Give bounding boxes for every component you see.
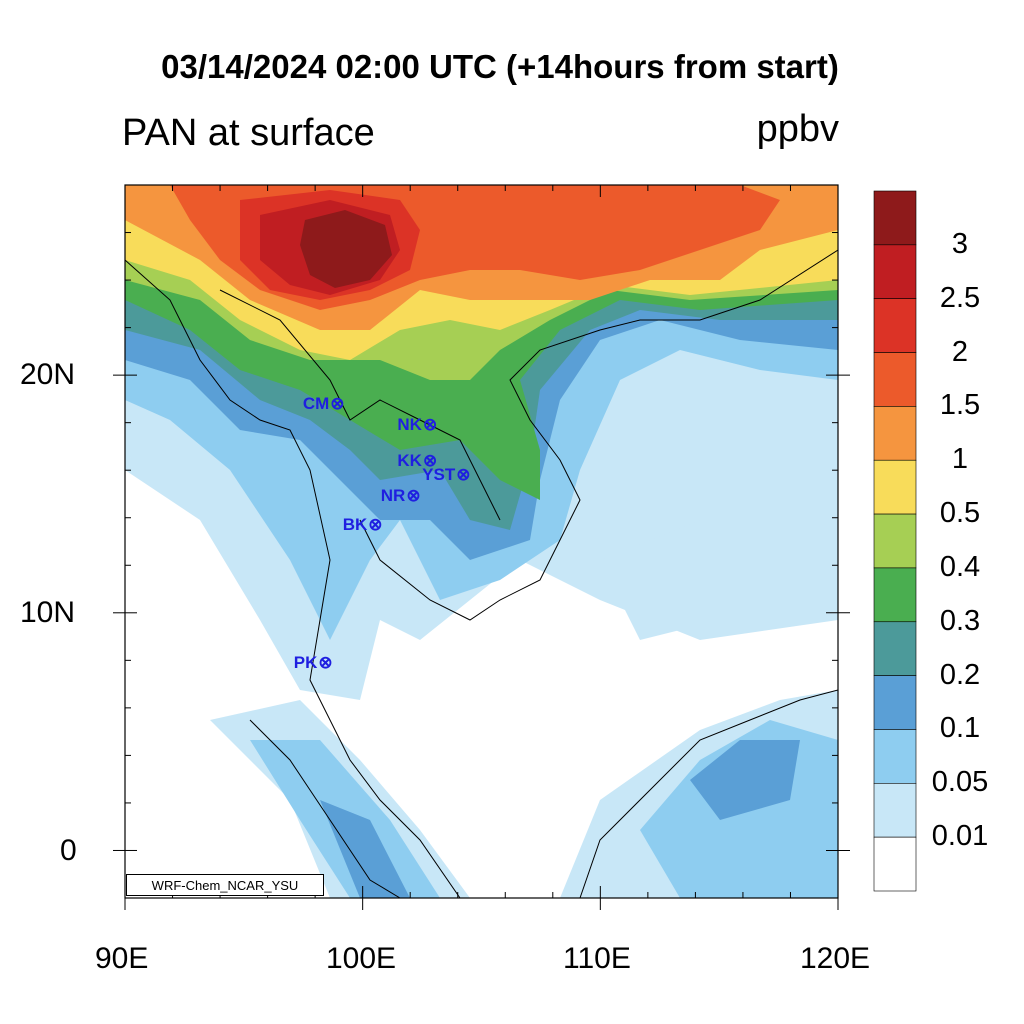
y-tick-label: 10N [20,596,76,629]
colorbar-label: 0.05 [931,766,989,799]
concentration-field [125,185,838,898]
colorbar-label: 1 [951,443,969,476]
colorbar-label: 0.2 [939,658,981,691]
colorbar-swatch [873,190,917,246]
colorbar-label: 2 [951,335,969,368]
colorbar-swatch [873,513,917,569]
station-label: NK [397,415,422,435]
units-label: ppbv [756,108,839,150]
colorbar-label: 0.5 [939,497,981,530]
station-label: BK [342,514,368,534]
station-marker-icon: ⊗ [406,486,421,506]
colorbar-label: 0.4 [939,550,981,583]
station-label: NR [380,486,406,506]
variable-label: PAN at surface [122,112,375,154]
colorbar-swatch [873,352,917,407]
station-label: PK [293,652,318,672]
x-tick-label: 100E [326,942,397,975]
colorbar-label: 0.1 [939,712,981,745]
model-credit: WRF-Chem_NCAR_YSU [126,874,324,896]
colorbar-swatch [873,729,917,784]
colorbar-label: 1.5 [939,389,981,422]
colorbar-swatch [873,459,917,515]
station-cm: CM⊗ [303,394,345,414]
station-yst: YST⊗ [422,465,470,485]
station-marker-icon: ⊗ [422,450,438,470]
coastlines [125,249,838,898]
colorbar-swatch [873,621,917,676]
figure-title: 03/14/2024 02:00 UTC (+14hours from star… [161,48,839,85]
y-tick-label: 0 [60,834,77,867]
colorbar-swatch [873,406,917,461]
colorbar-swatch [873,675,917,730]
colorbar [873,190,917,892]
station-kk: KK⊗ [397,451,437,471]
colorbar-label: 3 [951,227,969,260]
colorbar-swatch [873,783,917,838]
station-label: KK [397,450,422,470]
station-label: CM [302,393,330,413]
colorbar-label: 2.5 [939,281,981,314]
colorbar-label: 0.3 [939,604,981,637]
station-marker-icon: ⊗ [456,464,471,484]
x-tick-label: 110E [563,942,631,975]
station-nk: NK⊗ [397,415,437,435]
map-frame [124,184,839,899]
colorbar-swatch [873,298,917,353]
colorbar-swatch [873,836,917,892]
x-tick-label: 120E [800,942,871,975]
station-marker-icon: ⊗ [422,415,438,435]
colorbar-swatch [873,567,917,623]
station-marker-icon: ⊗ [330,393,345,413]
station-label: YST [422,464,456,484]
station-nr: NR⊗ [381,486,421,506]
colorbar-swatch [873,244,917,299]
y-tick-label: 20N [20,358,76,391]
station-bk: BK⊗ [343,515,383,535]
station-marker-icon: ⊗ [368,514,383,534]
station-marker-icon: ⊗ [318,652,333,672]
x-tick-label: 90E [95,942,149,975]
station-pk: PK⊗ [294,653,333,673]
colorbar-label: 0.01 [931,820,989,853]
